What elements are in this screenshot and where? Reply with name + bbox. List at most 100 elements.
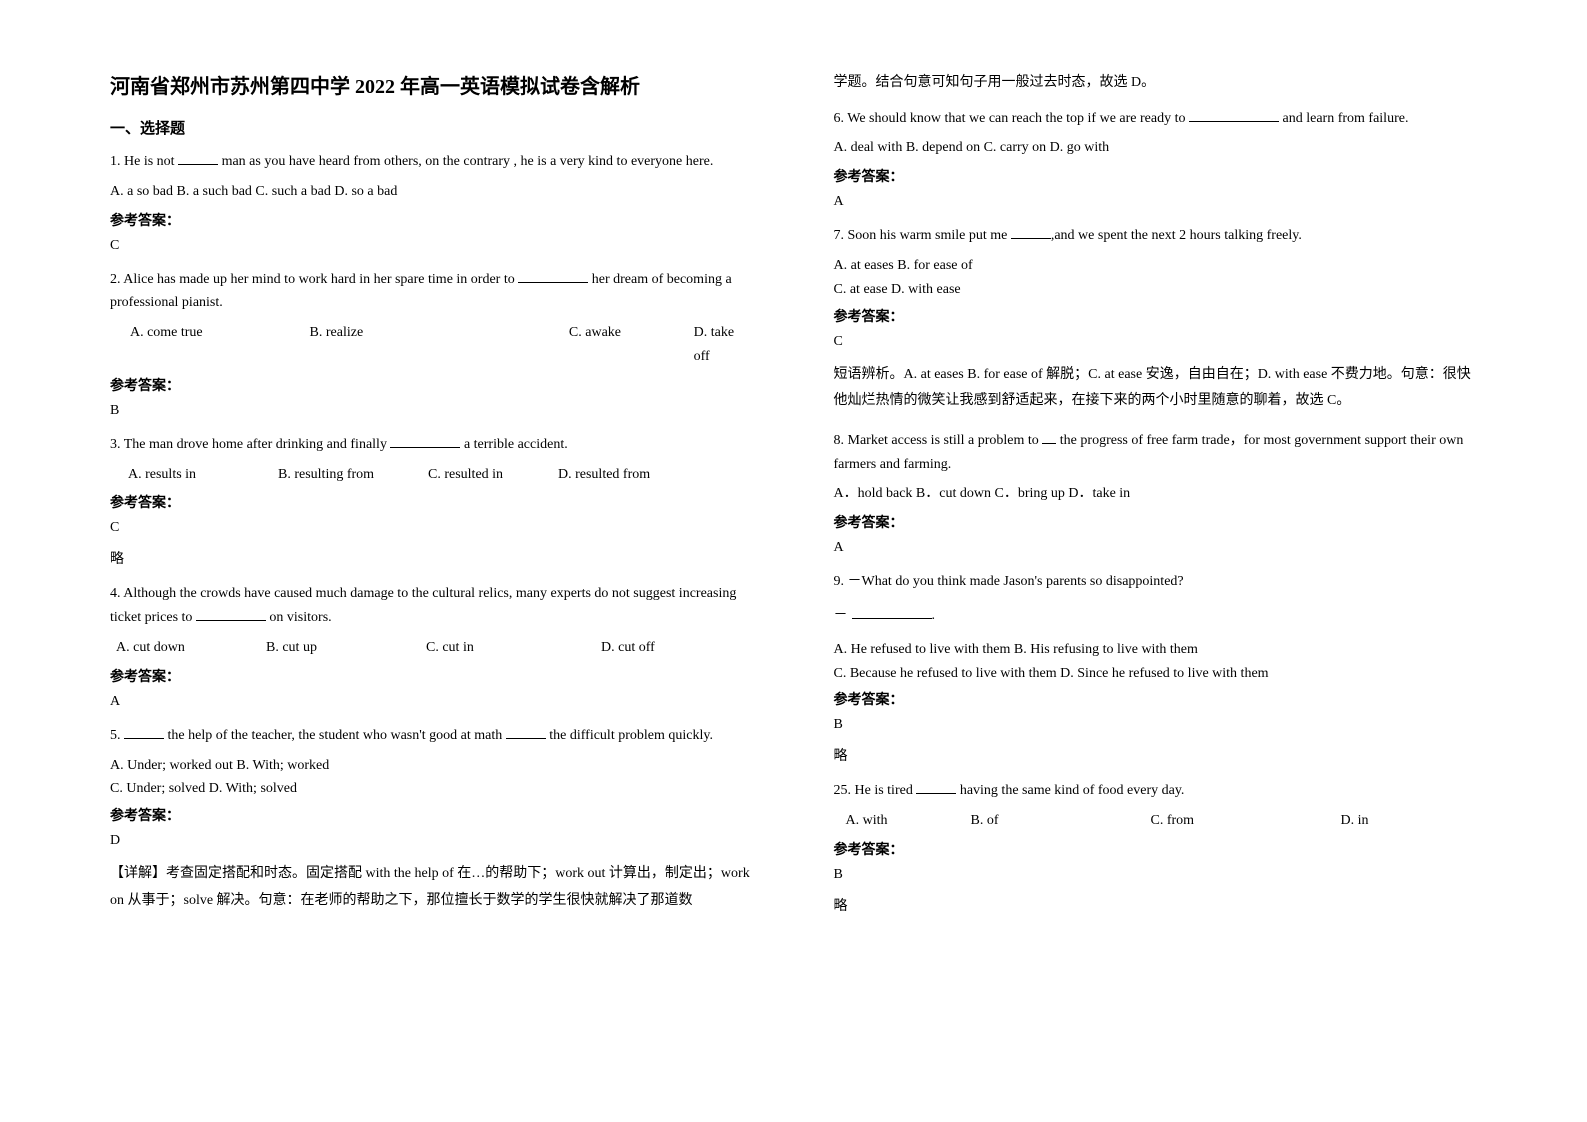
answer-label: 参考答案： xyxy=(834,166,1478,186)
q5-mid: the help of the teacher, the student who… xyxy=(164,728,506,743)
q25-opt-b: B. of xyxy=(971,809,1151,833)
q6-text: 6. We should know that we can reach the … xyxy=(834,107,1478,131)
q6-after: and learn from failure. xyxy=(1279,111,1408,126)
q3-text: 3. The man drove home after drinking and… xyxy=(110,433,754,457)
q25-answer: B xyxy=(834,867,1478,883)
q1-before: 1. He is not xyxy=(110,154,178,169)
q7-text: 7. Soon his warm smile put me ,and we sp… xyxy=(834,224,1478,248)
q2-options: A. come true B. realize C. awake D. take… xyxy=(110,321,754,369)
blank xyxy=(1189,121,1279,122)
q4-opt-b: B. cut up xyxy=(266,636,426,660)
q9-dash: －. xyxy=(834,604,1478,628)
q2-opt-b: B. realize xyxy=(310,321,569,369)
right-column: 学题。结合句意可知句子用一般过去时态，故选 D。 6. We should kn… xyxy=(794,70,1498,1092)
question-5: 5. the help of the teacher, the student … xyxy=(110,724,754,915)
q25-opt-a: A. with xyxy=(846,809,971,833)
blank xyxy=(390,447,460,448)
q8-options: A．hold back B．cut down C．bring up D．take… xyxy=(834,482,1478,506)
answer-label: 参考答案： xyxy=(834,689,1478,709)
q7-after: ,and we spent the next 2 hours talking f… xyxy=(1051,228,1302,243)
exam-title: 河南省郑州市苏州第四中学 2022 年高一英语模拟试卷含解析 xyxy=(110,70,754,99)
q4-answer: A xyxy=(110,694,754,710)
q8-text: 8. Market access is still a problem to t… xyxy=(834,429,1478,477)
blank xyxy=(916,793,956,794)
q3-options: A. results in B. resulting from C. resul… xyxy=(110,463,754,487)
answer-label: 参考答案： xyxy=(110,492,754,512)
q1-options: A. a so bad B. a such bad C. such a bad … xyxy=(110,180,754,204)
q7-answer: C xyxy=(834,334,1478,350)
blank xyxy=(124,738,164,739)
q7-explanation: 短语辨析。A. at eases B. for ease of 解脱；C. at… xyxy=(834,362,1478,415)
q7-line2: C. at ease D. with ease xyxy=(834,278,1478,302)
q4-opt-c: C. cut in xyxy=(426,636,601,660)
q7-line1: A. at eases B. for ease of xyxy=(834,254,1478,278)
q9-dash-suffix: . xyxy=(932,608,936,623)
q5-line2: C. Under; solved D. With; solved xyxy=(110,777,754,801)
q9-line1: A. He refused to live with them B. His r… xyxy=(834,638,1478,662)
q3-opt-b: B. resulting from xyxy=(278,463,428,487)
section-heading: 一、选择题 xyxy=(110,117,754,138)
q5-continuation: 学题。结合句意可知句子用一般过去时态，故选 D。 xyxy=(834,70,1478,97)
q9-line2: C. Because he refused to live with them … xyxy=(834,662,1478,686)
q1-answer: C xyxy=(110,238,754,254)
q1-after: man as you have heard from others, on th… xyxy=(218,154,713,169)
q2-answer: B xyxy=(110,403,754,419)
q25-options: A. with B. of C. from D. in xyxy=(834,809,1478,833)
answer-label: 参考答案： xyxy=(110,210,754,230)
q5-options: A. Under; worked out B. With; worked C. … xyxy=(110,754,754,802)
q4-opt-a: A. cut down xyxy=(116,636,266,660)
q6-answer: A xyxy=(834,194,1478,210)
q3-before: 3. The man drove home after drinking and… xyxy=(110,437,390,452)
blank xyxy=(852,618,932,619)
q2-opt-a: A. come true xyxy=(130,321,310,369)
answer-label: 参考答案： xyxy=(110,666,754,686)
q3-opt-d: D. resulted from xyxy=(558,463,650,487)
blank xyxy=(1042,443,1056,444)
q25-text: 25. He is tired having the same kind of … xyxy=(834,779,1478,803)
blank xyxy=(196,620,266,621)
blank xyxy=(1011,238,1051,239)
question-9: 9. －What do you think made Jason's paren… xyxy=(834,570,1478,765)
blank xyxy=(506,738,546,739)
q5-explanation: 【详解】考查固定搭配和时态。固定搭配 with the help of 在…的帮… xyxy=(110,861,754,914)
q6-before: 6. We should know that we can reach the … xyxy=(834,111,1190,126)
q1-text: 1. He is not man as you have heard from … xyxy=(110,150,754,174)
question-8: 8. Market access is still a problem to t… xyxy=(834,429,1478,556)
answer-label: 参考答案： xyxy=(834,839,1478,859)
q25-after: having the same kind of food every day. xyxy=(956,783,1184,798)
q9-text: 9. －What do you think made Jason's paren… xyxy=(834,570,1478,594)
q3-answer: C xyxy=(110,520,754,536)
abbr-text: 略 xyxy=(834,895,1478,915)
q7-before: 7. Soon his warm smile put me xyxy=(834,228,1011,243)
q3-opt-a: A. results in xyxy=(128,463,278,487)
q7-options: A. at eases B. for ease of C. at ease D.… xyxy=(834,254,1478,302)
q25-before: 25. He is tired xyxy=(834,783,917,798)
q2-opt-d: D. take off xyxy=(694,321,754,369)
q5-before: 5. xyxy=(110,728,124,743)
left-column: 河南省郑州市苏州第四中学 2022 年高一英语模拟试卷含解析 一、选择题 1. … xyxy=(90,70,794,1092)
abbr-text: 略 xyxy=(834,745,1478,765)
q5-text: 5. the help of the teacher, the student … xyxy=(110,724,754,748)
question-7: 7. Soon his warm smile put me ,and we sp… xyxy=(834,224,1478,415)
q8-answer: A xyxy=(834,540,1478,556)
q2-before: 2. Alice has made up her mind to work ha… xyxy=(110,272,518,287)
q5-answer: D xyxy=(110,833,754,849)
answer-label: 参考答案： xyxy=(834,306,1478,326)
question-4: 4. Although the crowds have caused much … xyxy=(110,582,754,709)
q2-text: 2. Alice has made up her mind to work ha… xyxy=(110,268,754,316)
q2-opt-c: C. awake xyxy=(569,321,694,369)
blank xyxy=(518,282,588,283)
blank xyxy=(178,164,218,165)
question-2: 2. Alice has made up her mind to work ha… xyxy=(110,268,754,419)
question-1: 1. He is not man as you have heard from … xyxy=(110,150,754,254)
q9-answer: B xyxy=(834,717,1478,733)
q9-dashmark: － xyxy=(834,608,848,623)
answer-label: 参考答案： xyxy=(110,375,754,395)
answer-label: 参考答案： xyxy=(110,805,754,825)
q3-opt-c: C. resulted in xyxy=(428,463,558,487)
q3-after: a terrible accident. xyxy=(460,437,567,452)
question-3: 3. The man drove home after drinking and… xyxy=(110,433,754,569)
q4-text: 4. Although the crowds have caused much … xyxy=(110,582,754,630)
q25-opt-c: C. from xyxy=(1151,809,1341,833)
answer-label: 参考答案： xyxy=(834,512,1478,532)
